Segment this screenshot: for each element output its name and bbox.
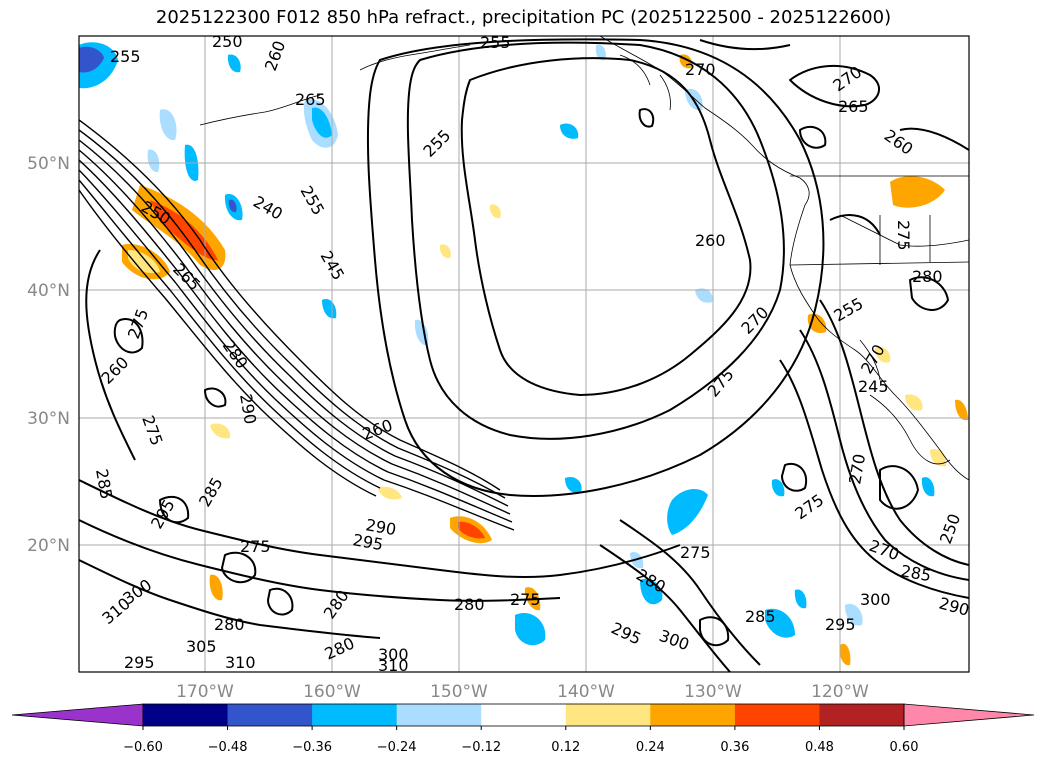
colorbar: −0.60 −0.48 −0.36 −0.24 −0.12 0.12 0.24 0.36 0.4…: [11, 703, 1035, 755]
contour-label: 300: [860, 590, 891, 609]
colorbar-segment: [650, 704, 736, 726]
contour-label: 280: [454, 595, 485, 614]
contour-label: 265: [838, 97, 869, 116]
colorbar-segment: [819, 704, 905, 726]
contour-label: 310: [378, 656, 409, 675]
contour-label: 280: [214, 615, 245, 634]
contour-label: 260: [695, 231, 726, 250]
contour-label: 275: [510, 590, 541, 609]
precip-positive-shading: [122, 54, 968, 666]
colorbar-segment: [734, 704, 820, 726]
contour-label: 295: [124, 653, 155, 672]
colorbar-extend-high: [903, 703, 1035, 727]
colorbar-segment: [227, 704, 313, 726]
colorbar-segment: [312, 704, 398, 726]
lat-axis: 50°N 40°N 30°N 20°N: [27, 154, 70, 556]
contour-label: 255: [480, 33, 511, 52]
lon-axis: 170°W 160°W 150°W 140°W 130°W 120°W: [176, 682, 869, 702]
graticule: [79, 36, 969, 672]
lat-label-20n: 20°N: [27, 536, 70, 556]
map-frame: [78, 35, 970, 673]
colorbar-tick-label: 0.48: [805, 740, 834, 755]
lat-label-40n: 40°N: [27, 281, 70, 301]
colorbar-segments: [11, 703, 1035, 727]
contour-label: 245: [858, 377, 889, 396]
precip-negative-shading: [79, 42, 935, 646]
colorbar-segment: [143, 704, 229, 726]
colorbar-ticks: −0.60 −0.48 −0.36 −0.24 −0.12 0.12 0.24 0.36 0.4…: [123, 726, 918, 755]
map-panel: [79, 36, 969, 672]
lon-label-130w: 130°W: [684, 682, 742, 702]
colorbar-extend-low: [11, 703, 144, 727]
contour-label: 275: [680, 543, 711, 562]
plot-title: 2025122300 F012 850 hPa refract., precip…: [155, 7, 892, 28]
lat-label-50n: 50°N: [27, 154, 70, 174]
colorbar-tick-label: −0.24: [377, 740, 417, 755]
contour-label: 285: [745, 607, 776, 626]
colorbar-frame: [142, 703, 905, 727]
refractivity-contours: [79, 38, 969, 672]
lon-label-160w: 160°W: [303, 682, 361, 702]
lon-label-140w: 140°W: [557, 682, 615, 702]
contour-label: 275: [240, 537, 271, 556]
contour-label: 295: [825, 615, 856, 634]
lon-label-150w: 150°W: [430, 682, 488, 702]
colorbar-tick-label: −0.60: [123, 740, 163, 755]
colorbar-tick-label: 0.24: [636, 740, 665, 755]
colorbar-tick-label: −0.12: [461, 740, 501, 755]
colorbar-tick-label: −0.36: [292, 740, 332, 755]
contour-label: 300: [378, 645, 409, 664]
colorbar-tick-label: −0.48: [208, 740, 248, 755]
colorbar-tick-label: 0.36: [720, 740, 749, 755]
lat-label-30n: 30°N: [27, 409, 70, 429]
colorbar-tick-label: 0.60: [890, 740, 919, 755]
colorbar-segment: [396, 704, 482, 726]
contour-label: 265: [295, 90, 326, 109]
coastlines: [199, 36, 969, 481]
contour-label: 280: [912, 267, 943, 286]
contour-label: 275: [894, 220, 913, 251]
contour-label: 250: [212, 32, 243, 51]
colorbar-tick-label: 0.12: [551, 740, 580, 755]
contour-label: 255: [110, 47, 141, 66]
contour-label: 305: [186, 637, 217, 656]
colorbar-segment: [481, 704, 567, 726]
lon-label-120w: 120°W: [811, 682, 869, 702]
colorbar-segment: [565, 704, 651, 726]
contour-label: 270: [685, 60, 716, 79]
lon-label-170w: 170°W: [176, 682, 234, 702]
contour-label: 310: [225, 653, 256, 672]
